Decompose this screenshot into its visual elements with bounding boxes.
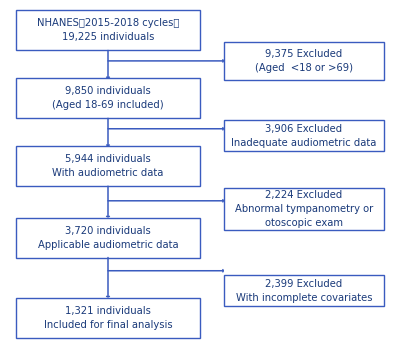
FancyBboxPatch shape: [16, 10, 200, 50]
Text: 3,720 individuals
Applicable audiometric data: 3,720 individuals Applicable audiometric…: [38, 226, 178, 250]
FancyBboxPatch shape: [224, 120, 384, 151]
FancyBboxPatch shape: [224, 188, 384, 230]
Text: 3,906 Excluded
Inadequate audiometric data: 3,906 Excluded Inadequate audiometric da…: [231, 124, 377, 148]
FancyBboxPatch shape: [16, 146, 200, 186]
Text: NHANES（2015-2018 cycles）
19,225 individuals: NHANES（2015-2018 cycles） 19,225 individu…: [37, 18, 179, 42]
Text: 9,850 individuals
(Aged 18-69 included): 9,850 individuals (Aged 18-69 included): [52, 86, 164, 110]
FancyBboxPatch shape: [16, 78, 200, 118]
FancyBboxPatch shape: [224, 275, 384, 306]
Text: 9,375 Excluded
(Aged  <18 or >69): 9,375 Excluded (Aged <18 or >69): [255, 49, 353, 73]
FancyBboxPatch shape: [224, 42, 384, 80]
FancyBboxPatch shape: [16, 298, 200, 338]
Text: 2,224 Excluded
Abnormal tympanometry or
otoscopic exam: 2,224 Excluded Abnormal tympanometry or …: [235, 190, 373, 228]
FancyBboxPatch shape: [16, 218, 200, 258]
Text: 1,321 individuals
Included for final analysis: 1,321 individuals Included for final ana…: [44, 306, 172, 330]
Text: 5,944 individuals
With audiometric data: 5,944 individuals With audiometric data: [52, 154, 164, 178]
Text: 2,399 Excluded
With incomplete covariates: 2,399 Excluded With incomplete covariate…: [236, 279, 372, 302]
